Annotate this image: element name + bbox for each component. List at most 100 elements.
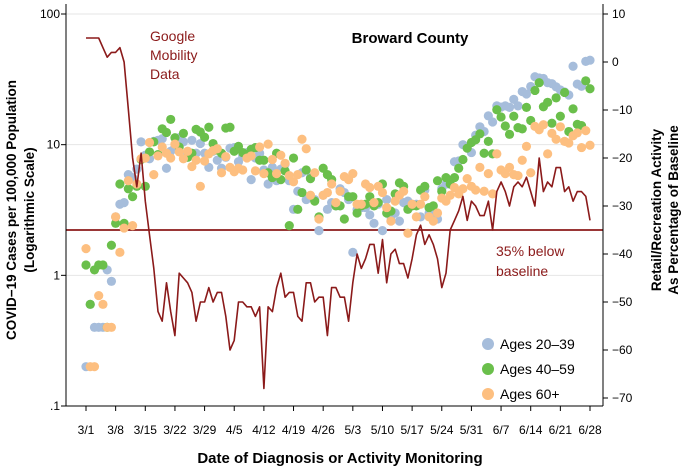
point-series-1-day-103 [517,124,527,134]
point-series-0-day-104 [521,89,532,99]
y-right-tick-label-2: −10 [612,103,633,117]
point-series-1-day-28 [199,132,210,142]
point-series-2-day-80 [420,192,430,202]
point-series-2-day-28 [199,156,210,166]
x-tick-label-11: 5/17 [400,423,424,437]
point-series-0-day-31 [212,155,222,165]
legend-marker-20-39 [482,338,494,350]
point-series-2-day-0 [81,244,91,254]
legend-label-20-39: Ages 20–39 [500,336,575,352]
point-series-1-day-119 [585,84,595,94]
point-series-0-day-100 [504,102,515,112]
point-series-2-day-10 [123,176,133,186]
point-series-0-day-57 [322,204,333,214]
point-series-1-day-98 [496,112,506,122]
point-series-0-day-115 [568,61,578,71]
point-series-2-day-76 [403,228,413,238]
point-series-1-day-97 [492,105,502,115]
chart-title: Broward County [352,30,469,47]
point-series-2-day-11 [127,221,138,231]
point-series-2-day-43 [263,139,273,149]
legend-marker-60-plus [482,388,494,400]
point-series-2-day-14 [140,153,150,163]
mobility-label-line-2: Mobility [150,47,197,63]
x-tick-label-6: 4/12 [252,423,276,437]
point-series-0-day-102 [513,101,523,111]
point-series-1-day-34 [225,122,235,132]
point-series-2-day-7 [111,212,121,222]
x-tick-label-7: 4/19 [282,423,306,437]
point-series-2-day-54 [310,168,320,178]
point-series-1-day-64 [352,208,362,218]
scatter-points [81,55,595,372]
point-series-1-day-50 [293,204,303,214]
x-tick-label-0: 3/1 [78,423,95,437]
point-series-0-day-68 [369,218,379,228]
point-series-2-day-4 [98,299,108,309]
y-right-tick-label-4: −30 [612,199,633,213]
point-series-1-day-11 [127,192,138,202]
point-series-2-day-55 [314,214,324,224]
reference-label-line-1: 35% below [496,243,565,259]
point-series-1-day-99 [500,121,510,131]
point-series-2-day-103 [517,155,527,165]
point-series-2-day-44 [267,154,277,165]
point-series-0-day-67 [365,210,375,220]
point-series-2-day-93 [475,162,485,172]
x-tick-label-17: 6/28 [578,423,602,437]
x-tick-label-14: 6/7 [493,423,510,437]
point-series-1-day-118 [581,76,591,86]
point-series-2-day-68 [369,198,379,208]
y-left-tick-label-3: 100 [40,7,60,21]
x-axis-title: Date of Diagnosis or Activity Monitoring [197,450,482,467]
y-right-tick-label-6: −50 [612,295,633,309]
point-series-1-day-23 [178,128,189,138]
point-series-1-day-61 [339,214,349,224]
y-right-tick-label-3: −20 [612,151,633,165]
point-series-1-day-113 [559,87,570,98]
point-series-1-day-112 [555,111,565,121]
x-tick-label-15: 6/14 [519,423,543,437]
point-series-2-day-3 [94,290,104,301]
point-series-1-day-42 [259,155,269,165]
point-series-2-day-20 [166,153,176,163]
point-series-1-day-101 [509,111,519,121]
point-series-2-day-72 [386,216,396,226]
point-series-2-day-100 [504,162,515,172]
point-series-2-day-26 [191,155,201,165]
x-tick-label-13: 5/31 [460,423,484,437]
reference-label-line-2: baseline [496,263,548,279]
point-series-1-day-94 [479,148,489,158]
y-right-title-line-2: As Percentage of Baseline [666,125,681,295]
mobility-line [86,37,591,390]
point-series-1-day-115 [568,104,578,114]
mobility-line-group [86,37,591,390]
point-series-2-day-47 [280,158,290,168]
point-series-0-day-70 [377,225,388,236]
point-series-2-day-37 [238,165,248,175]
point-series-2-day-90 [462,173,472,184]
point-series-2-day-63 [348,169,358,179]
mobility-label-line-1: Google [150,28,195,44]
point-series-1-day-14 [140,181,150,191]
point-series-1-day-0 [81,260,91,270]
point-series-0-day-25 [187,135,197,145]
point-series-1-day-6 [106,240,117,250]
point-series-2-day-27 [195,181,205,191]
point-series-1-day-100 [504,129,515,139]
x-tick-label-12: 5/24 [430,423,454,437]
chart-labels: Broward County Google Mobility Data 35% … [4,28,681,467]
point-series-1-day-19 [161,127,172,138]
point-series-2-day-94 [479,186,489,196]
point-series-0-day-9 [119,198,129,208]
point-series-2-day-119 [585,140,595,150]
point-series-1-day-84 [437,186,447,196]
point-series-2-day-58 [327,179,337,189]
point-series-2-day-111 [551,134,561,144]
x-tick-label-3: 3/22 [163,423,187,437]
point-series-0-day-71 [382,194,392,205]
point-series-1-day-20 [166,114,176,125]
point-series-2-day-57 [322,187,333,198]
